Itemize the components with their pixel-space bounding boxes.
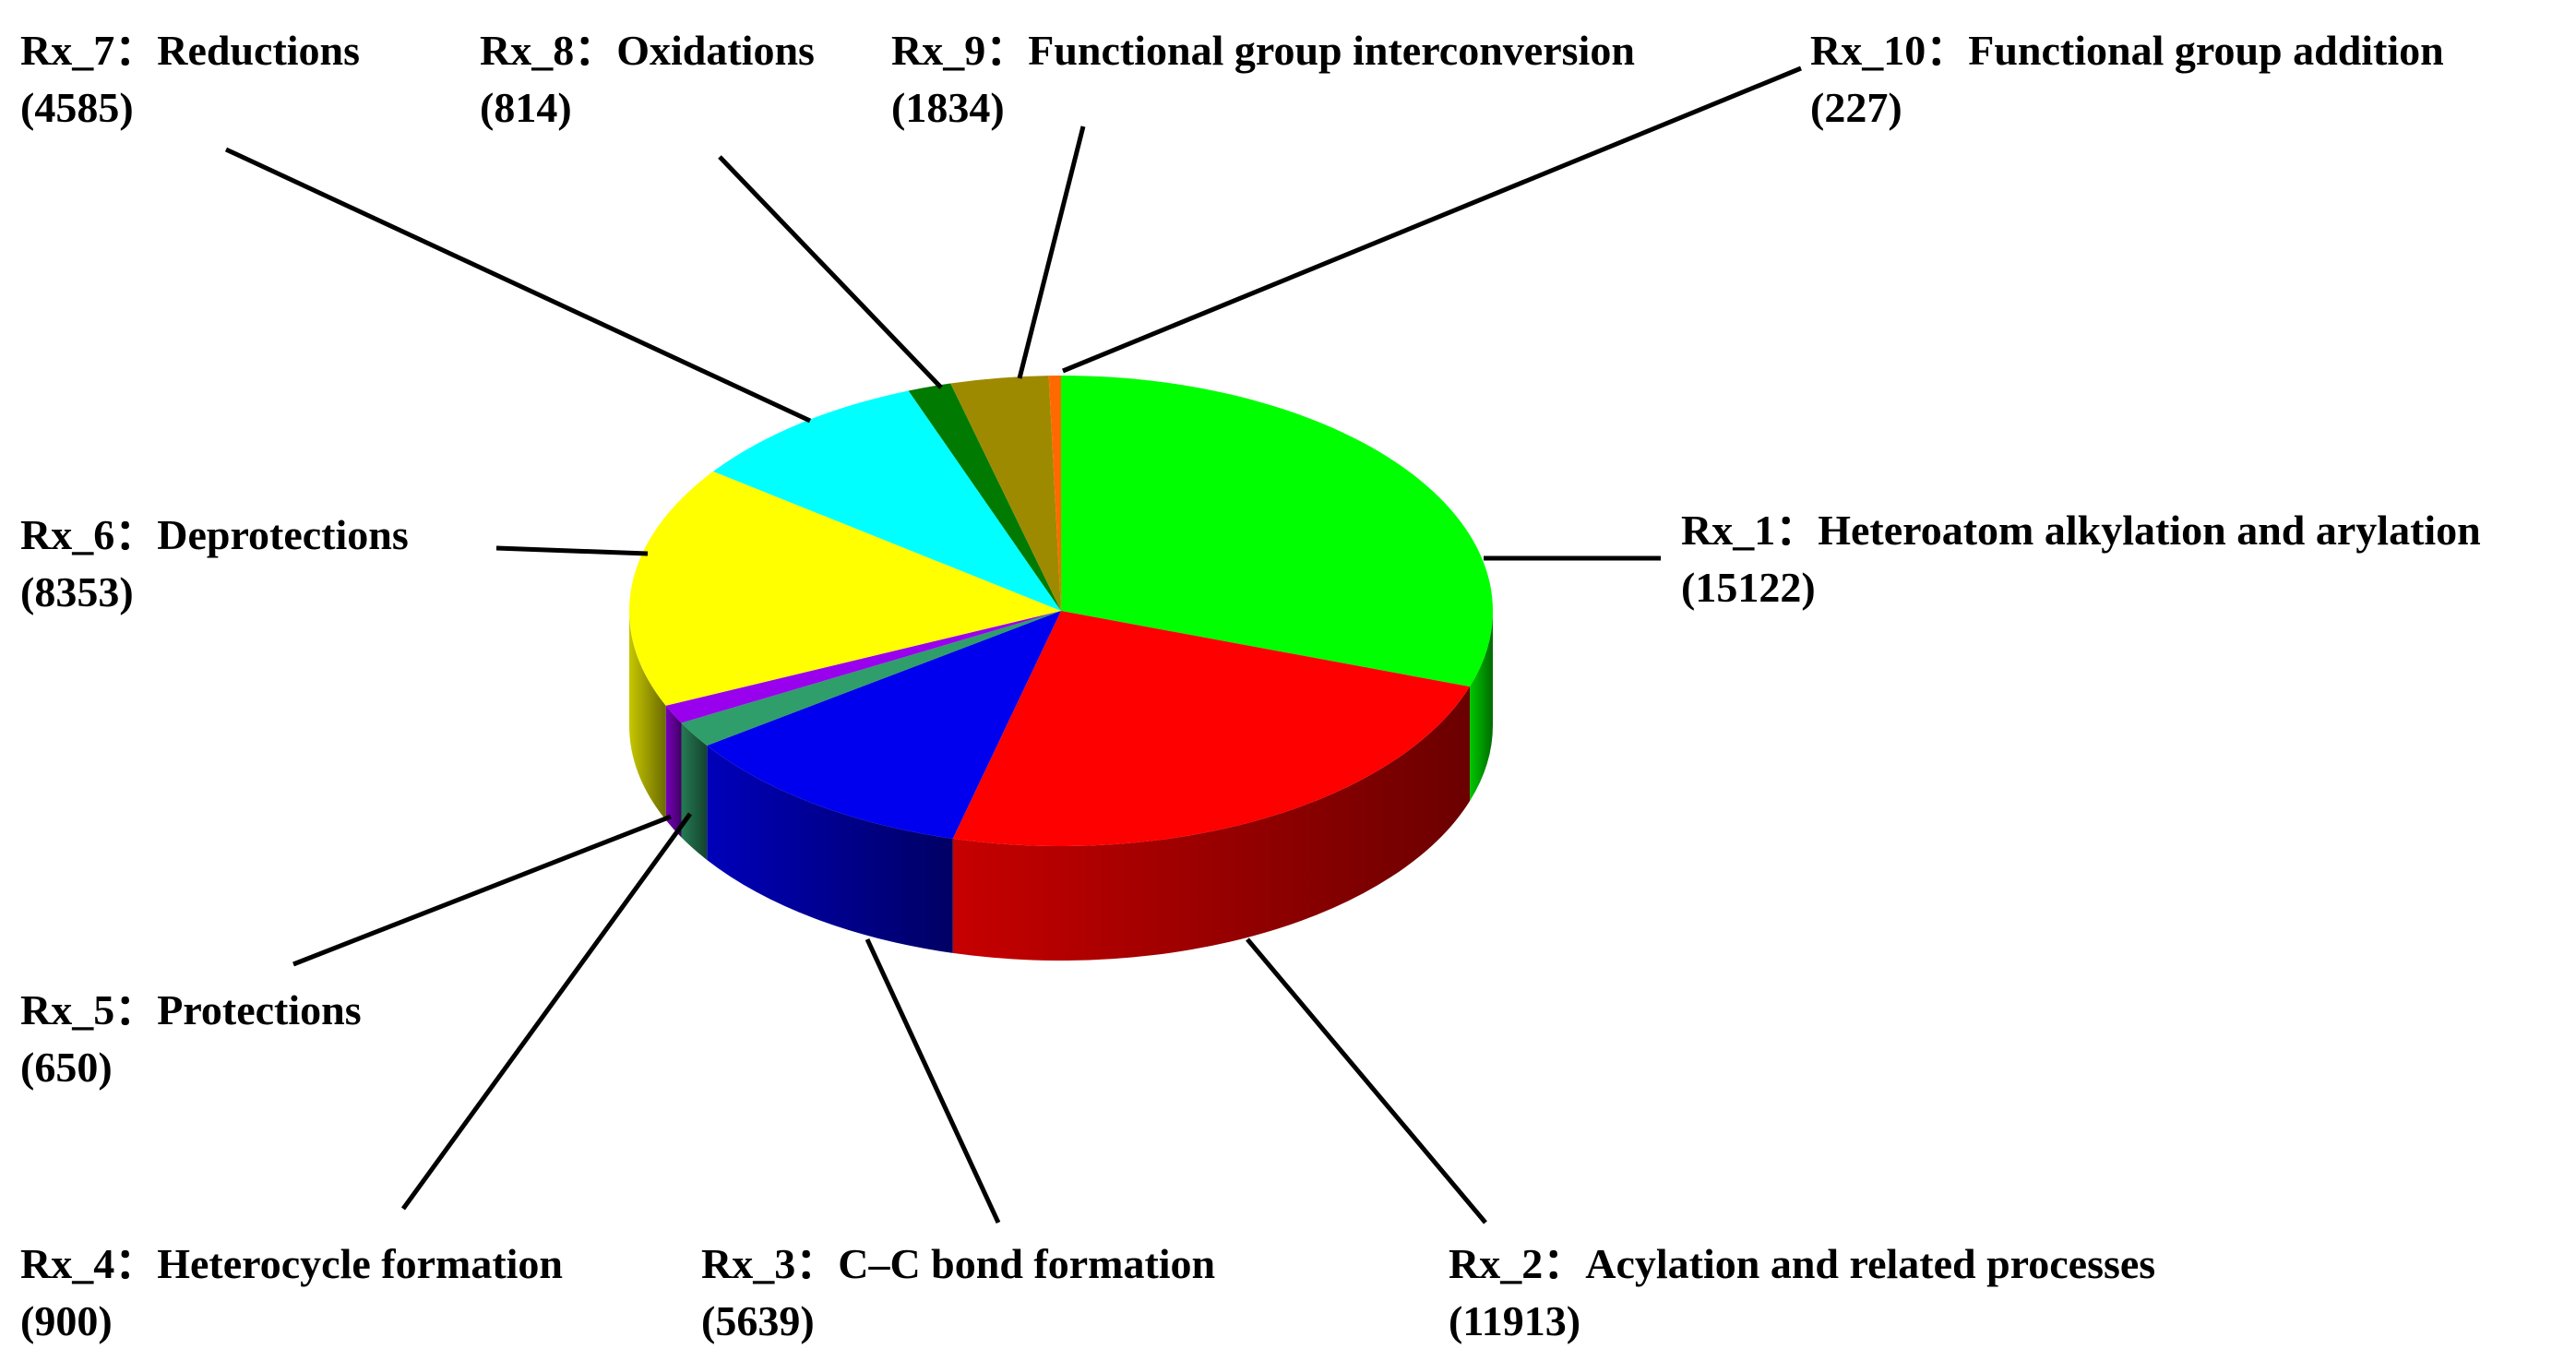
leader-line-rx-2	[1246, 937, 1487, 1224]
slice-labels: Rx_1：Heteroatom alkylation and arylation…	[20, 27, 2481, 1344]
label-count-rx-2: (11913)	[1449, 1297, 1580, 1344]
label-count-rx-1: (15122)	[1681, 564, 1816, 611]
leader-lines	[224, 66, 1802, 1224]
pie-slice-rx-5	[665, 611, 1061, 723]
pie-slice-rx-2	[952, 611, 1471, 846]
pie-side-rx-4	[681, 722, 708, 860]
leader-line-rx-8	[718, 155, 943, 389]
pie-slice-rx-9	[950, 376, 1061, 611]
pie-slice-rx-6	[628, 471, 1061, 706]
pie-side-layer	[629, 611, 1493, 961]
label-name-rx-5: Rx_5：Protections	[20, 986, 362, 1033]
pie-slice-rx-8	[908, 383, 1061, 611]
label-count-rx-9: (1834)	[891, 84, 1005, 131]
label-name-rx-3: Rx_3：C–C bond formation	[701, 1240, 1215, 1287]
leader-line-rx-7	[224, 147, 812, 424]
pie-slice-rx-4	[681, 611, 1061, 746]
label-name-rx-10: Rx_10：Functional group addition	[1810, 27, 2444, 74]
leader-line-rx-5	[292, 814, 672, 967]
label-name-rx-6: Rx_6：Deprotections	[20, 511, 409, 558]
leader-line-rx-9	[1017, 125, 1086, 379]
label-name-rx-9: Rx_9：Functional group interconversion	[891, 27, 1635, 74]
leader-line-rx-4	[400, 812, 693, 1211]
leader-line-rx-10	[1062, 66, 1802, 374]
label-name-rx-4: Rx_4：Heterocycle formation	[20, 1240, 563, 1287]
label-count-rx-10: (227)	[1810, 84, 1902, 131]
pie-slice-rx-3	[707, 611, 1061, 839]
pie-side-rx-5	[665, 705, 682, 838]
pie-side-rx-3	[707, 745, 953, 953]
label-count-rx-6: (8353)	[20, 568, 134, 615]
label-name-rx-8: Rx_8：Oxidations	[480, 27, 815, 74]
leader-line-rx-3	[865, 937, 1001, 1224]
pie-side-rx-6	[629, 611, 666, 820]
pie-slice-rx-7	[712, 390, 1061, 611]
label-count-rx-5: (650)	[20, 1044, 113, 1091]
label-name-rx-1: Rx_1：Heteroatom alkylation and arylation	[1681, 507, 2481, 554]
pie-slice-rx-1	[1061, 376, 1493, 687]
label-name-rx-2: Rx_2：Acylation and related processes	[1449, 1240, 2155, 1287]
label-count-rx-4: (900)	[20, 1297, 113, 1344]
pie-top-layer	[628, 376, 1493, 846]
pie-side-rx-1	[1470, 611, 1493, 802]
pie-side-rx-2	[952, 686, 1471, 961]
label-count-rx-8: (814)	[480, 84, 572, 131]
leader-line-rx-6	[495, 545, 649, 556]
label-count-rx-3: (5639)	[701, 1297, 815, 1344]
label-name-rx-7: Rx_7：Reductions	[20, 27, 360, 74]
label-count-rx-7: (4585)	[20, 84, 134, 131]
pie-slice-rx-10	[1048, 376, 1061, 611]
